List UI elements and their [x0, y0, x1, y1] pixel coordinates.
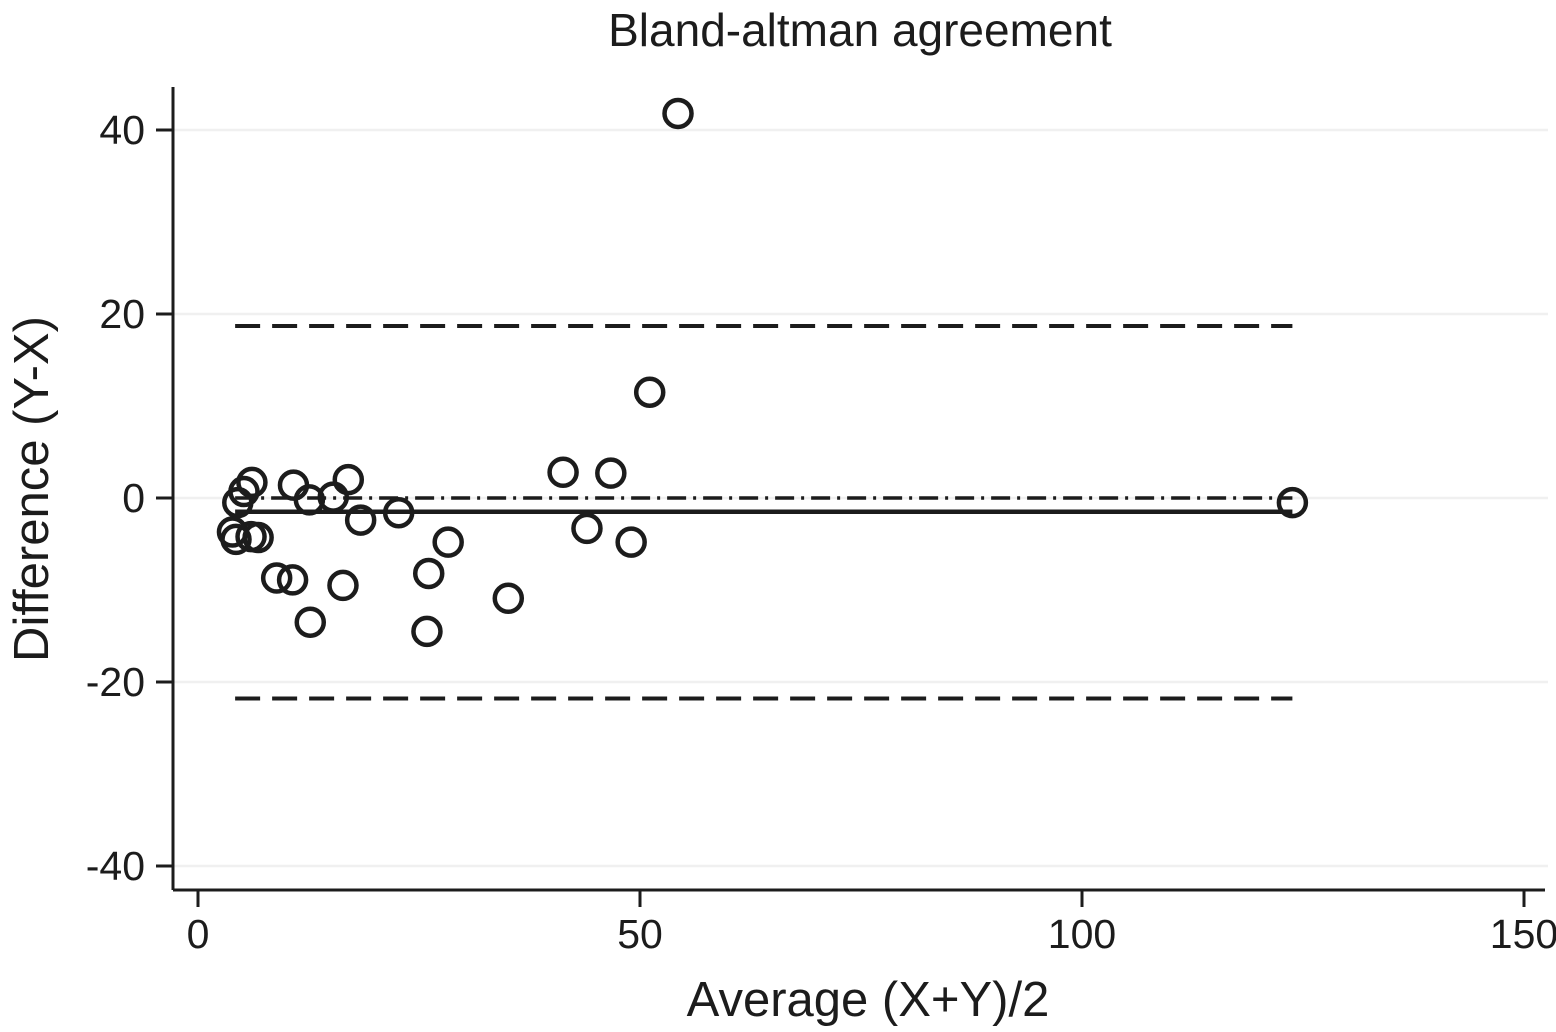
data-point — [344, 504, 377, 536]
data-point — [1276, 486, 1309, 519]
data-point — [220, 523, 252, 556]
data-point — [412, 557, 445, 590]
x-tick-label-100: 100 — [1048, 911, 1116, 957]
x-tick-label-0: 0 — [187, 911, 210, 957]
data-point — [571, 512, 603, 545]
data-point — [332, 463, 365, 496]
x-tick-label-150: 150 — [1490, 911, 1556, 957]
chart-title: Bland-altman agreement — [608, 4, 1112, 56]
data-point — [276, 564, 309, 596]
data-point — [595, 457, 627, 489]
data-point — [615, 526, 647, 558]
data-point — [633, 376, 666, 408]
data-point — [327, 569, 359, 602]
data-point — [547, 456, 579, 488]
data-point — [260, 562, 293, 594]
data-point — [228, 475, 260, 508]
y-tick-label-0: 0 — [122, 475, 145, 521]
data-point — [492, 582, 525, 615]
data-point — [277, 469, 310, 501]
data-point — [242, 521, 274, 554]
data-point — [293, 484, 326, 516]
y-tick-label--20: -20 — [86, 659, 145, 705]
data-point — [662, 97, 694, 130]
y-tick-label--40: -40 — [86, 843, 145, 889]
x-tick-label-50: 50 — [617, 911, 663, 957]
data-point — [294, 606, 327, 638]
data-point — [432, 526, 464, 558]
data-point — [382, 496, 415, 529]
data-point — [411, 615, 443, 648]
data-point — [236, 466, 268, 499]
y-tick-label-40: 40 — [99, 107, 145, 153]
y-tick-label-20: 20 — [99, 291, 145, 337]
x-axis-label: Average (X+Y)/2 — [686, 973, 1050, 1027]
